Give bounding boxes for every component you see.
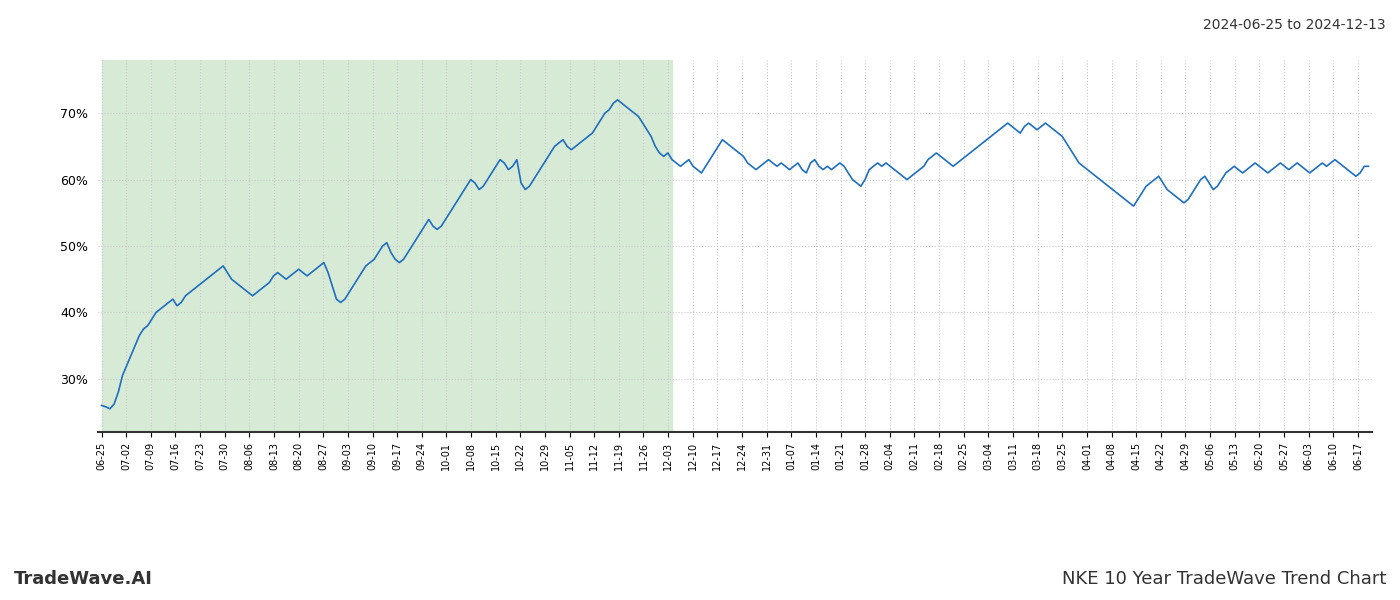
Bar — [102, 60, 672, 432]
Text: 2024-06-25 to 2024-12-13: 2024-06-25 to 2024-12-13 — [1204, 18, 1386, 32]
Text: NKE 10 Year TradeWave Trend Chart: NKE 10 Year TradeWave Trend Chart — [1061, 570, 1386, 588]
Text: TradeWave.AI: TradeWave.AI — [14, 570, 153, 588]
